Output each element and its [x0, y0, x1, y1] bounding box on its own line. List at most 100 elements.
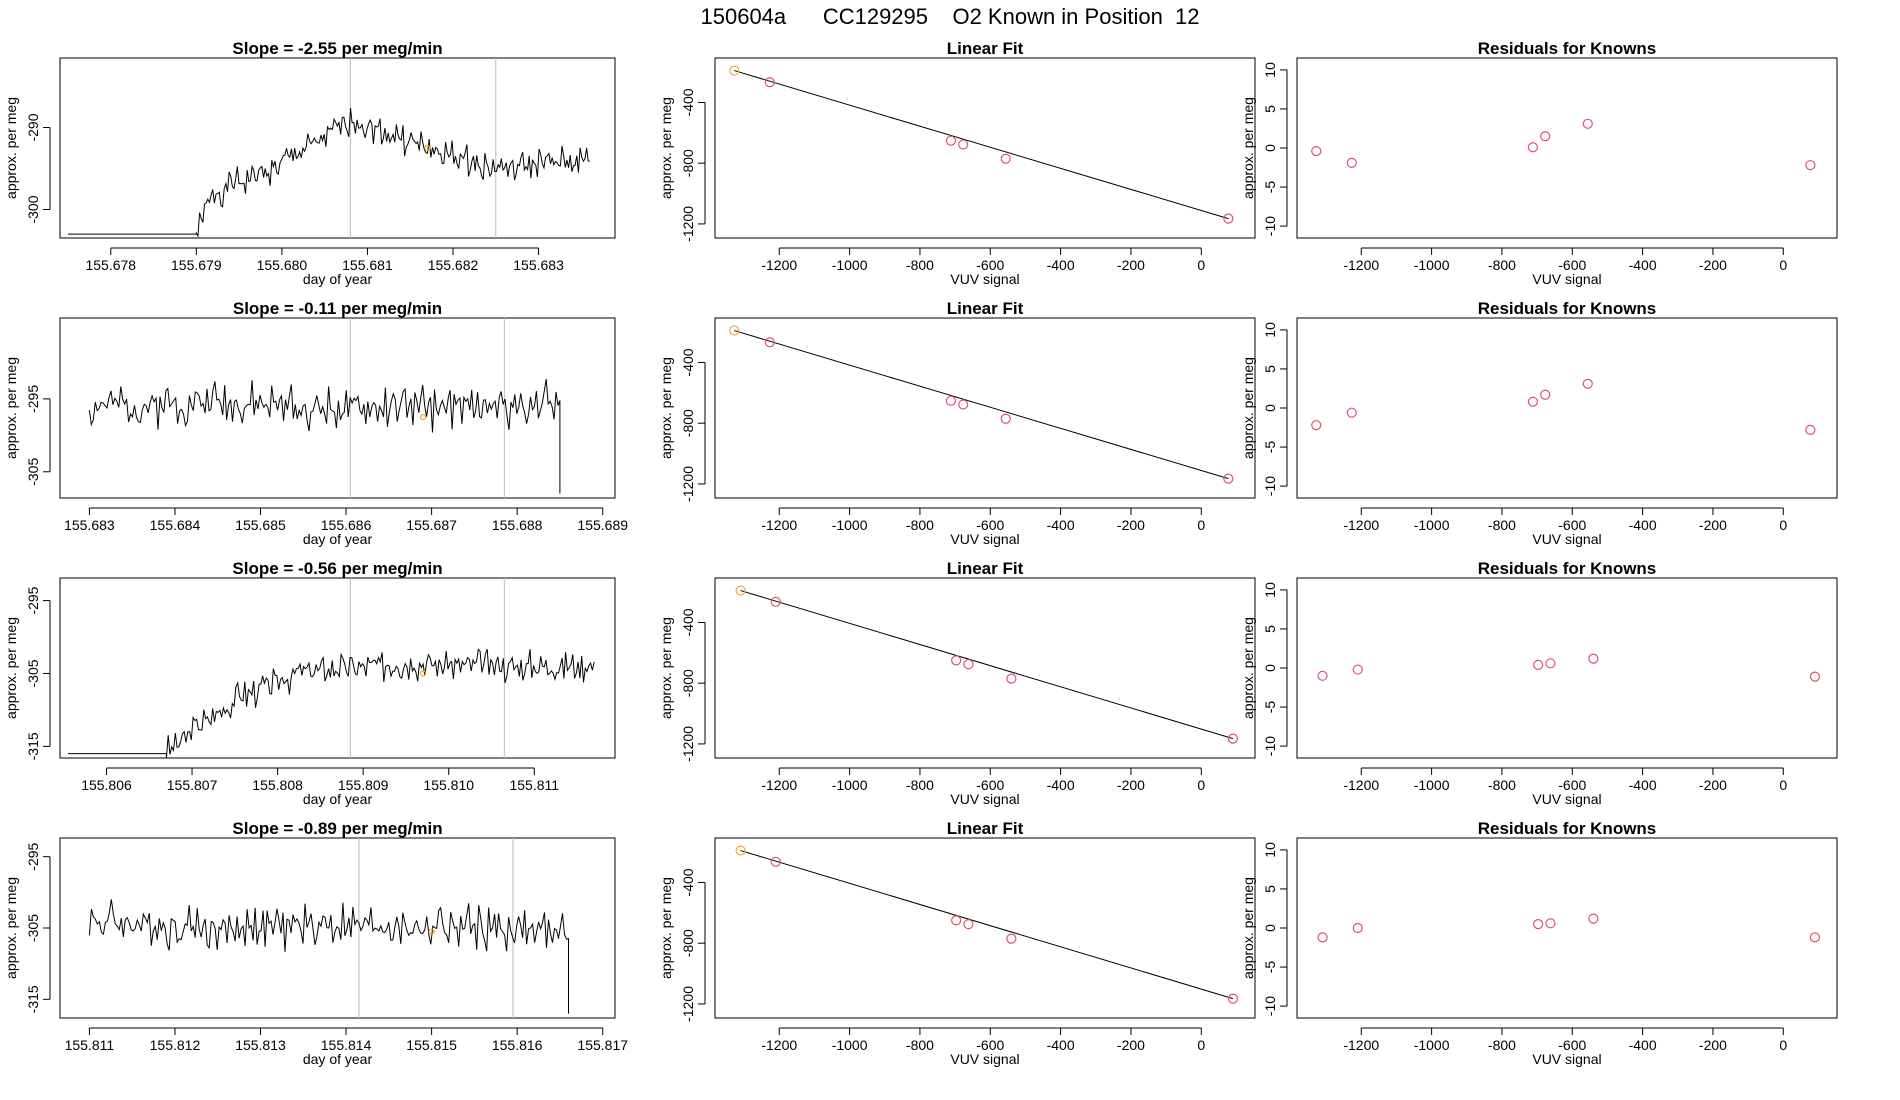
x-tick-label: 155.684	[150, 517, 201, 533]
x-tick-label: 0	[1197, 257, 1205, 273]
x-tick-label: -800	[1488, 517, 1516, 533]
y-tick-label: 0	[1262, 924, 1278, 932]
y-tick-label: -10	[1262, 736, 1278, 756]
plot-frame	[59, 57, 616, 239]
data-point	[1809, 932, 1821, 943]
x-tick-label: -800	[906, 517, 934, 533]
y-axis-label: approx. per meg	[1240, 97, 1256, 199]
highlight-point	[424, 144, 431, 152]
y-tick-label: 0	[1262, 664, 1278, 672]
x-tick-label: 155.811	[65, 1037, 115, 1053]
y-tick-label: -1200	[680, 726, 696, 762]
x-tick-label: -1000	[832, 777, 868, 793]
x-tick-label: -800	[906, 1037, 934, 1053]
x-tick-label: -200	[1699, 1037, 1727, 1053]
data-point	[1352, 664, 1363, 675]
x-axis-label: day of year	[303, 791, 373, 807]
y-tick-label: -400	[680, 348, 696, 376]
data-point	[1527, 142, 1538, 153]
x-tick-label: -800	[1488, 777, 1516, 793]
data-point	[963, 659, 974, 670]
y-tick-label: 10	[1262, 322, 1278, 338]
x-tick-label: -200	[1117, 1037, 1145, 1053]
data-point	[958, 399, 969, 410]
data-point	[764, 77, 775, 88]
data-point	[951, 655, 962, 666]
data-point	[770, 856, 781, 867]
plot-title: Slope = -0.11 per meg/min	[233, 299, 442, 318]
data-point	[1006, 933, 1017, 944]
data-point	[1588, 653, 1599, 664]
data-point	[1805, 160, 1816, 171]
x-tick-label: -400	[1047, 257, 1075, 273]
x-tick-label: -800	[1488, 1037, 1516, 1053]
fit-line	[734, 330, 1229, 480]
x-tick-label: -200	[1117, 777, 1145, 793]
y-axis-label: approx. per meg	[658, 617, 674, 719]
y-tick-label: -315	[25, 732, 41, 760]
data-point	[951, 915, 962, 926]
data-point	[958, 139, 969, 150]
x-tick-label: -600	[976, 517, 1004, 533]
x-tick-label: 155.683	[513, 257, 564, 273]
x-tick-label: 0	[1197, 517, 1205, 533]
x-tick-label: -600	[976, 257, 1004, 273]
y-tick-label: -800	[680, 929, 696, 957]
x-tick-label: -800	[1488, 257, 1516, 273]
y-tick-label: -305	[25, 914, 41, 942]
x-tick-label: -1000	[1414, 777, 1450, 793]
x-tick-label: 0	[1197, 1037, 1205, 1053]
x-tick-label: -400	[1629, 1037, 1657, 1053]
y-axis-label: approx. per meg	[658, 357, 674, 459]
y-tick-label: -10	[1262, 216, 1278, 236]
plot-title: Residuals for Knowns	[1478, 559, 1657, 578]
x-axis-label: VUV signal	[1532, 1051, 1601, 1067]
x-tick-label: -1000	[832, 517, 868, 533]
data-series-line	[88, 379, 561, 494]
plot-title: Residuals for Knowns	[1478, 299, 1657, 318]
data-point	[1317, 670, 1328, 681]
x-tick-label: -600	[976, 777, 1004, 793]
data-series-line	[88, 899, 569, 1014]
y-tick-label: -5	[1262, 701, 1278, 714]
x-tick-label: 155.683	[64, 517, 115, 533]
y-axis-label: approx. per meg	[3, 877, 19, 979]
x-tick-label: -1200	[761, 777, 797, 793]
y-tick-label: -295	[25, 842, 41, 870]
x-tick-label: -1000	[1414, 257, 1450, 273]
x-tick-label: -400	[1047, 1037, 1075, 1053]
y-tick-label: 5	[1262, 885, 1278, 893]
x-tick-label: -1200	[761, 517, 797, 533]
plot-title: Slope = -2.55 per meg/min	[232, 39, 442, 58]
y-tick-label: 5	[1262, 625, 1278, 633]
plot-frame	[714, 837, 1256, 1019]
y-tick-label: -800	[680, 669, 696, 697]
x-axis-label: VUV signal	[950, 531, 1019, 547]
y-tick-label: -5	[1262, 961, 1278, 974]
x-tick-label: -800	[906, 257, 934, 273]
x-tick-label: 155.685	[235, 517, 286, 533]
data-point	[1545, 658, 1556, 669]
x-tick-label: 0	[1779, 517, 1787, 533]
y-tick-label: -305	[25, 659, 41, 687]
data-point	[945, 135, 956, 146]
x-tick-label: 0	[1779, 257, 1787, 273]
data-point	[1000, 413, 1011, 424]
x-tick-label: -600	[1558, 777, 1586, 793]
figure-title: 150604a CC129295 O2 Known in Position 12	[700, 4, 1200, 29]
x-tick-label: 155.678	[85, 257, 136, 273]
y-tick-label: -5	[1262, 181, 1278, 194]
y-axis-label: approx. per meg	[658, 877, 674, 979]
x-tick-label: -1000	[832, 1037, 868, 1053]
y-axis-label: approx. per meg	[658, 97, 674, 199]
data-point	[1317, 932, 1328, 943]
x-tick-label: 155.807	[167, 777, 218, 793]
x-tick-label: 155.811	[509, 777, 559, 793]
highlight-point	[419, 414, 427, 421]
x-axis-label: VUV signal	[950, 791, 1019, 807]
data-point	[1540, 131, 1551, 142]
y-tick-label: -10	[1262, 996, 1278, 1016]
data-point	[735, 845, 746, 856]
x-tick-label: -1000	[1414, 1037, 1450, 1053]
y-tick-label: 5	[1262, 365, 1278, 373]
